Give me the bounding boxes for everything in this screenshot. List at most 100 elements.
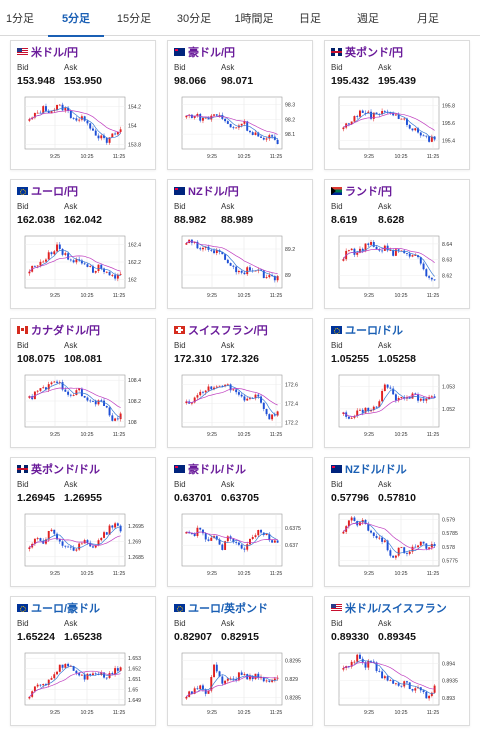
ma-long-line: [29, 535, 121, 548]
currency-pair-link[interactable]: NZドル/ドル: [345, 464, 407, 476]
rate-card[interactable]: ユーロ/円 Bid Ask 162.038 162.042 162.4 162.2 162 9:…: [10, 179, 156, 309]
candle-body: [33, 538, 36, 544]
rate-card[interactable]: 豪ドル/ドル Bid Ask 0.63701 0.63705 0.6375 0.637 9:2…: [167, 457, 313, 587]
candle-body: [50, 252, 53, 255]
tab-7[interactable]: 月足: [417, 13, 439, 25]
rate-card[interactable]: ユーロ/豪ドル Bid Ask 1.65224 1.65238 1.653 1.652 1.6…: [10, 596, 156, 726]
candle-body: [108, 525, 111, 535]
currency-pair-link[interactable]: ユーロ/円: [31, 186, 79, 198]
candle-body: [372, 532, 375, 536]
currency-pair-link[interactable]: 豪ドル/ドル: [188, 464, 247, 476]
candle-body: [100, 400, 103, 402]
tab-4[interactable]: 1時間足: [234, 13, 274, 25]
candle-body: [347, 520, 350, 527]
price-chart: 162.4 162.2 162 9:25 10:25 11:25: [24, 235, 141, 299]
candle-body: [111, 673, 114, 675]
tab-0[interactable]: 1分足: [5, 13, 35, 25]
candle-body: [347, 666, 350, 667]
candle-body: [64, 663, 67, 668]
rate-card[interactable]: 英ポンド/円 Bid Ask 195.432 195.439 195.8 195.6 195.…: [324, 40, 470, 170]
candle-body: [213, 250, 215, 254]
candle-body: [202, 529, 204, 534]
rate-card[interactable]: NZドル/円 Bid Ask 88.982 88.989 89.2 89 9:25 10:25 1…: [167, 179, 313, 309]
y-tick-label: 1.269: [128, 540, 141, 546]
tab-5[interactable]: 日足: [299, 13, 321, 25]
candle-body: [232, 678, 235, 680]
rate-card[interactable]: 米ドル/円 Bid Ask 153.948 153.950 154.2 154 153.8 9:…: [10, 40, 156, 170]
bid-label: Bid: [331, 480, 343, 489]
candle-body: [430, 396, 433, 398]
currency-pair-link[interactable]: 米ドル/円: [31, 47, 79, 59]
price-chart: 89.2 89 9:25 10:25 11:25: [181, 235, 295, 299]
candle-body: [422, 263, 425, 270]
x-tick-label: 10:25: [238, 154, 251, 160]
candle-body: [58, 539, 61, 542]
candle-body: [400, 685, 403, 687]
candle-body: [422, 541, 425, 544]
tab-3[interactable]: 30分足: [176, 13, 212, 25]
candle-body: [268, 275, 271, 278]
candle-body: [190, 239, 193, 243]
rate-card[interactable]: ランド/円 Bid Ask 8.619 8.628 8.64 8.63 8.62 9:25 10:…: [324, 179, 470, 309]
candle-body: [240, 270, 243, 273]
candle-body: [86, 397, 89, 401]
currency-pair-link[interactable]: 米ドル/スイスフラン: [345, 603, 447, 615]
candle-body: [400, 397, 403, 398]
card-header: ユーロ/円: [17, 184, 78, 198]
rate-card[interactable]: ユーロ/ドル Bid Ask 1.05255 1.05258 1.053 1.052 9:25…: [324, 318, 470, 448]
tab-1[interactable]: 5分足: [44, 0, 108, 37]
rate-card[interactable]: カナダドル/円 Bid Ask 108.075 108.081 108.4 108.2 108…: [10, 318, 156, 448]
candle-body: [400, 118, 403, 120]
x-tick-label: 11:25: [427, 710, 440, 716]
rate-card[interactable]: 豪ドル/円 Bid Ask 98.066 98.071 98.3 98.2 98.1 9:25 1…: [167, 40, 313, 170]
candle-body: [378, 401, 381, 407]
currency-pair-link[interactable]: ユーロ/豪ドル: [31, 603, 101, 615]
rate-card[interactable]: NZドル/ドル Bid Ask 0.57796 0.57810 0.579 0.5785 0.…: [324, 457, 470, 587]
tab-6[interactable]: 週足: [357, 13, 379, 25]
x-tick-label: 11:25: [113, 432, 126, 438]
candle-body: [86, 264, 89, 267]
currency-pair-link[interactable]: 英ポンド/ドル: [31, 464, 101, 476]
currency-pair-link[interactable]: 英ポンド/円: [345, 47, 404, 59]
candle-body: [105, 405, 108, 408]
x-tick-label: 10:25: [395, 571, 408, 577]
currency-pair-link[interactable]: ユーロ/英ポンド: [188, 603, 269, 615]
candle-body: [428, 547, 431, 549]
candle-body: [342, 127, 345, 130]
candle-body: [78, 673, 81, 676]
price-chart: 154.2 154 153.8 9:25 10:25 11:25: [24, 96, 141, 160]
rate-card[interactable]: 米ドル/スイスフラン Bid Ask 0.89330 0.89345 0.894 0.893…: [324, 596, 470, 726]
rate-card[interactable]: スイスフラン/円 Bid Ask 172.310 172.326 172.6 172.4 17…: [167, 318, 313, 448]
candle-body: [42, 261, 45, 263]
bid-value: 1.65224: [17, 631, 55, 643]
ask-value: 0.63705: [221, 492, 259, 504]
candle-body: [262, 402, 265, 409]
x-tick-label: 9:25: [364, 710, 374, 716]
candle-body: [108, 407, 111, 416]
candle-body: [213, 536, 215, 538]
currency-pair-link[interactable]: ランド/円: [345, 186, 393, 198]
candle-body: [53, 674, 56, 679]
bid-value: 1.26945: [17, 492, 55, 504]
candle-body: [367, 524, 370, 531]
candle-body: [414, 546, 417, 548]
candle-body: [342, 531, 345, 534]
currency-pair-link[interactable]: 豪ドル/円: [188, 47, 236, 59]
candle-body: [72, 547, 75, 551]
tab-2[interactable]: 15分足: [116, 13, 152, 25]
candle-body: [215, 664, 218, 672]
candle-body: [411, 255, 414, 257]
currency-pair-link[interactable]: NZドル/円: [188, 186, 239, 198]
rate-card[interactable]: ユーロ/英ポンド Bid Ask 0.82907 0.82915 0.8295 0.829 0…: [167, 596, 313, 726]
candle-body: [394, 249, 397, 256]
candle-body: [103, 400, 105, 406]
price-chart: 98.3 98.2 98.1 9:25 10:25 11:25: [181, 96, 295, 160]
currency-pair-link[interactable]: カナダドル/円: [31, 325, 101, 337]
x-tick-label: 9:25: [207, 571, 217, 577]
currency-pair-link[interactable]: ユーロ/ドル: [345, 325, 404, 337]
candle-body: [210, 386, 213, 390]
rate-card[interactable]: 英ポンド/ドル Bid Ask 1.26945 1.26955 1.2695 1.269 1.…: [10, 457, 156, 587]
currency-pair-link[interactable]: スイスフラン/円: [188, 325, 268, 337]
candle-body: [50, 529, 53, 531]
candle-body: [78, 543, 81, 550]
